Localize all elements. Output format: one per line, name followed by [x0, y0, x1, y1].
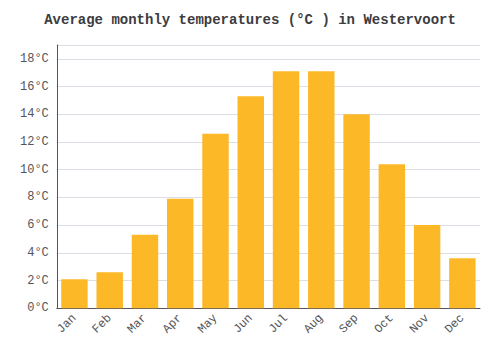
svg-text:Feb: Feb: [89, 311, 114, 336]
svg-text:14°C: 14°C: [20, 107, 49, 121]
svg-text:0°C: 0°C: [27, 301, 49, 315]
svg-text:Jun: Jun: [231, 311, 256, 336]
svg-text:Mar: Mar: [125, 311, 150, 336]
svg-text:Nov: Nov: [407, 311, 432, 336]
svg-text:Sep: Sep: [336, 311, 361, 336]
svg-text:Aug: Aug: [301, 311, 326, 336]
svg-text:Jul: Jul: [266, 311, 291, 336]
svg-text:18°C: 18°C: [20, 52, 49, 66]
svg-text:16°C: 16°C: [20, 80, 49, 94]
svg-text:Apr: Apr: [160, 311, 185, 336]
svg-text:6°C: 6°C: [27, 218, 49, 232]
svg-text:Jan: Jan: [54, 311, 79, 336]
svg-text:8°C: 8°C: [27, 190, 49, 204]
svg-text:2°C: 2°C: [27, 274, 49, 288]
svg-text:Average monthly temperatures (: Average monthly temperatures (°C ) in We…: [44, 12, 456, 28]
svg-text:Oct: Oct: [372, 311, 397, 336]
svg-text:Dec: Dec: [442, 311, 467, 336]
svg-text:4°C: 4°C: [27, 246, 49, 260]
svg-text:10°C: 10°C: [20, 163, 49, 177]
svg-text:May: May: [195, 311, 220, 336]
svg-text:12°C: 12°C: [20, 135, 49, 149]
